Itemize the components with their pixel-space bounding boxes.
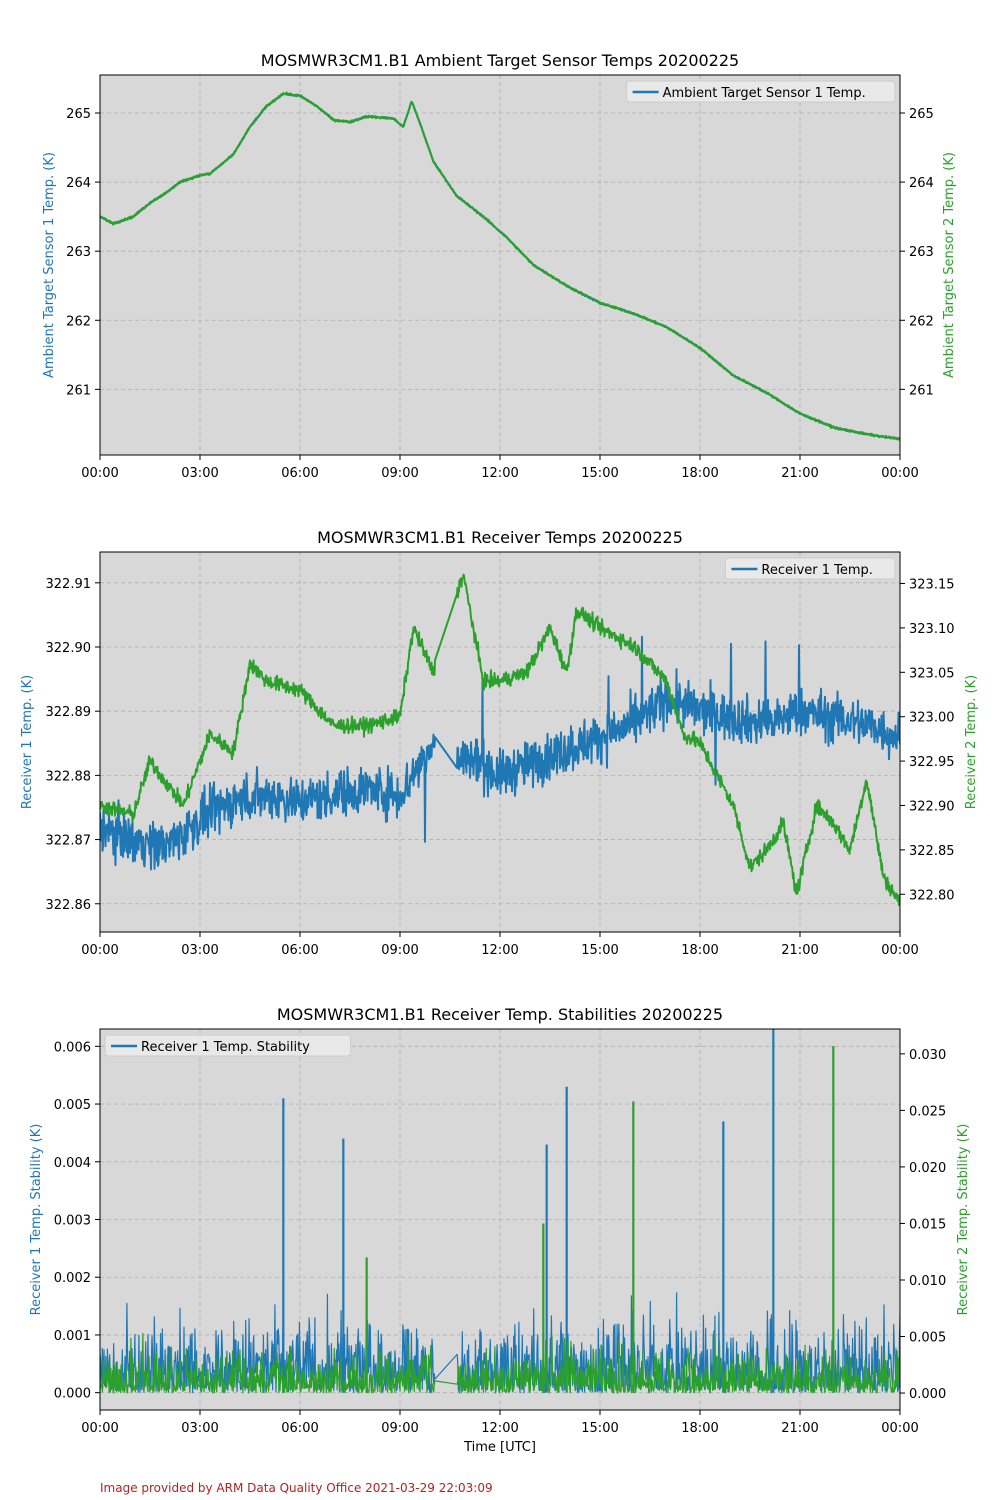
y-tick-label-right: 323.05 (909, 666, 955, 681)
chart-title: MOSMWR3CM1.B1 Receiver Temps 20200225 (317, 528, 683, 547)
x-tick-label: 00:00 (81, 1421, 118, 1436)
y-tick-label-left: 322.89 (46, 705, 92, 720)
y-tick-label-left: 322.87 (46, 834, 92, 849)
y-tick-label-right: 323.00 (909, 711, 955, 726)
x-tick-label: 12:00 (481, 943, 518, 958)
series-line-2 (100, 573, 900, 906)
y-tick-label-right: 323.15 (909, 578, 955, 593)
y-tick-label-right: 263 (909, 245, 934, 260)
y-tick-label-right: 0.010 (909, 1274, 946, 1289)
y-tick-label-right: 0.000 (909, 1387, 946, 1402)
x-tick-label: 15:00 (581, 466, 618, 481)
plot-frame (99, 1028, 901, 1411)
x-tick-label: 00:00 (881, 1421, 918, 1436)
x-tick-label: 06:00 (281, 943, 318, 958)
y-axis-label-right: Receiver 2 Temp. Stability (K) (956, 1124, 971, 1316)
y-tick-label-left: 322.91 (46, 577, 92, 592)
y-tick-label-left: 0.000 (54, 1387, 91, 1402)
x-tick-label: 09:00 (381, 1421, 418, 1436)
y-tick-label-left: 0.005 (54, 1098, 91, 1113)
y-axis-label-left: Ambient Target Sensor 1 Temp. (K) (42, 152, 57, 378)
x-tick-label: 15:00 (581, 1421, 618, 1436)
y-tick-label-left: 264 (66, 176, 91, 191)
chart-panel-2: 00:00 03:00 06:00 09:00 12:00 15:00 18:00 21:00… (20, 528, 979, 958)
y-axis-label-left: Receiver 1 Temp. Stability (K) (29, 1124, 44, 1316)
x-tick-label: 00:00 (881, 943, 918, 958)
x-tick-label: 12:00 (481, 466, 518, 481)
legend-box (104, 1034, 352, 1057)
y-tick-label-right: 264 (909, 176, 934, 191)
legend-box (626, 80, 896, 103)
y-axis-label-right: Ambient Target Sensor 2 Temp. (K) (942, 152, 957, 378)
x-tick-label: 21:00 (781, 466, 818, 481)
y-tick-label-left: 261 (66, 383, 91, 398)
x-tick-label: 18:00 (681, 943, 718, 958)
y-tick-label-right: 323.10 (909, 622, 955, 637)
x-tick-label: 21:00 (781, 1421, 818, 1436)
x-tick-label: 03:00 (181, 466, 218, 481)
y-tick-label-left: 322.86 (46, 898, 92, 913)
y-tick-label-left: 0.002 (54, 1271, 91, 1286)
series-line-1 (100, 635, 900, 871)
y-tick-label-right: 322.90 (909, 799, 955, 814)
x-tick-label: 21:00 (781, 943, 818, 958)
x-tick-label: 00:00 (881, 466, 918, 481)
y-axis-label-left: Receiver 1 Temp. (K) (20, 675, 35, 809)
chart-title: MOSMWR3CM1.B1 Ambient Target Sensor Temp… (261, 51, 739, 70)
y-tick-label-left: 0.006 (54, 1040, 91, 1055)
chart-title: MOSMWR3CM1.B1 Receiver Temp. Stabilities… (277, 1005, 723, 1024)
y-tick-label-right: 0.025 (909, 1104, 946, 1119)
x-tick-label: 06:00 (281, 1421, 318, 1436)
y-tick-label-right: 322.80 (909, 888, 955, 903)
legend-label: Receiver 1 Temp. (761, 563, 873, 578)
plot-frame (99, 551, 901, 933)
y-tick-label-left: 322.88 (46, 769, 92, 784)
x-tick-label: 09:00 (381, 466, 418, 481)
y-tick-label-left: 0.004 (54, 1156, 91, 1171)
y-tick-label-left: 0.001 (54, 1329, 91, 1344)
y-tick-label-right: 0.030 (909, 1048, 946, 1063)
x-axis-label: Time [UTC] (463, 1440, 536, 1455)
y-tick-label-right: 0.015 (909, 1217, 946, 1232)
legend-box (724, 557, 896, 580)
y-tick-label-left: 322.90 (46, 641, 92, 656)
legend-label: Ambient Target Sensor 1 Temp. (663, 86, 866, 101)
footer-credit: Image provided by ARM Data Quality Offic… (100, 1481, 493, 1495)
x-tick-label: 15:00 (581, 943, 618, 958)
plot-frame (99, 74, 901, 456)
x-tick-label: 03:00 (181, 943, 218, 958)
x-tick-label: 00:00 (81, 943, 118, 958)
x-tick-label: 03:00 (181, 1421, 218, 1436)
y-tick-label-left: 265 (66, 107, 91, 122)
chart-panel-3: 00:00 03:00 06:00 09:00 12:00 15:00 18:00 21:00… (29, 1005, 971, 1455)
y-tick-label-right: 261 (909, 383, 934, 398)
y-axis-label-right: Receiver 2 Temp. (K) (964, 675, 979, 809)
legend-label: Receiver 1 Temp. Stability (141, 1040, 310, 1055)
x-tick-label: 18:00 (681, 1421, 718, 1436)
y-tick-label-left: 0.003 (54, 1214, 91, 1229)
y-tick-label-right: 265 (909, 107, 934, 122)
series-line-2 (100, 91, 900, 441)
chart-panel-1: 00:00 03:00 06:00 09:00 12:00 15:00 18:00 21:00… (42, 51, 957, 481)
y-tick-label-right: 0.020 (909, 1161, 946, 1176)
y-tick-label-right: 0.005 (909, 1331, 946, 1346)
x-tick-label: 06:00 (281, 466, 318, 481)
y-tick-label-right: 262 (909, 314, 934, 329)
x-tick-label: 00:00 (81, 466, 118, 481)
x-tick-label: 09:00 (381, 943, 418, 958)
series-line-2 (100, 1330, 900, 1394)
x-tick-label: 12:00 (481, 1421, 518, 1436)
y-tick-label-left: 263 (66, 245, 91, 260)
x-tick-label: 18:00 (681, 466, 718, 481)
y-tick-label-right: 322.85 (909, 844, 955, 859)
y-tick-label-left: 262 (66, 314, 91, 329)
y-tick-label-right: 322.95 (909, 755, 955, 770)
